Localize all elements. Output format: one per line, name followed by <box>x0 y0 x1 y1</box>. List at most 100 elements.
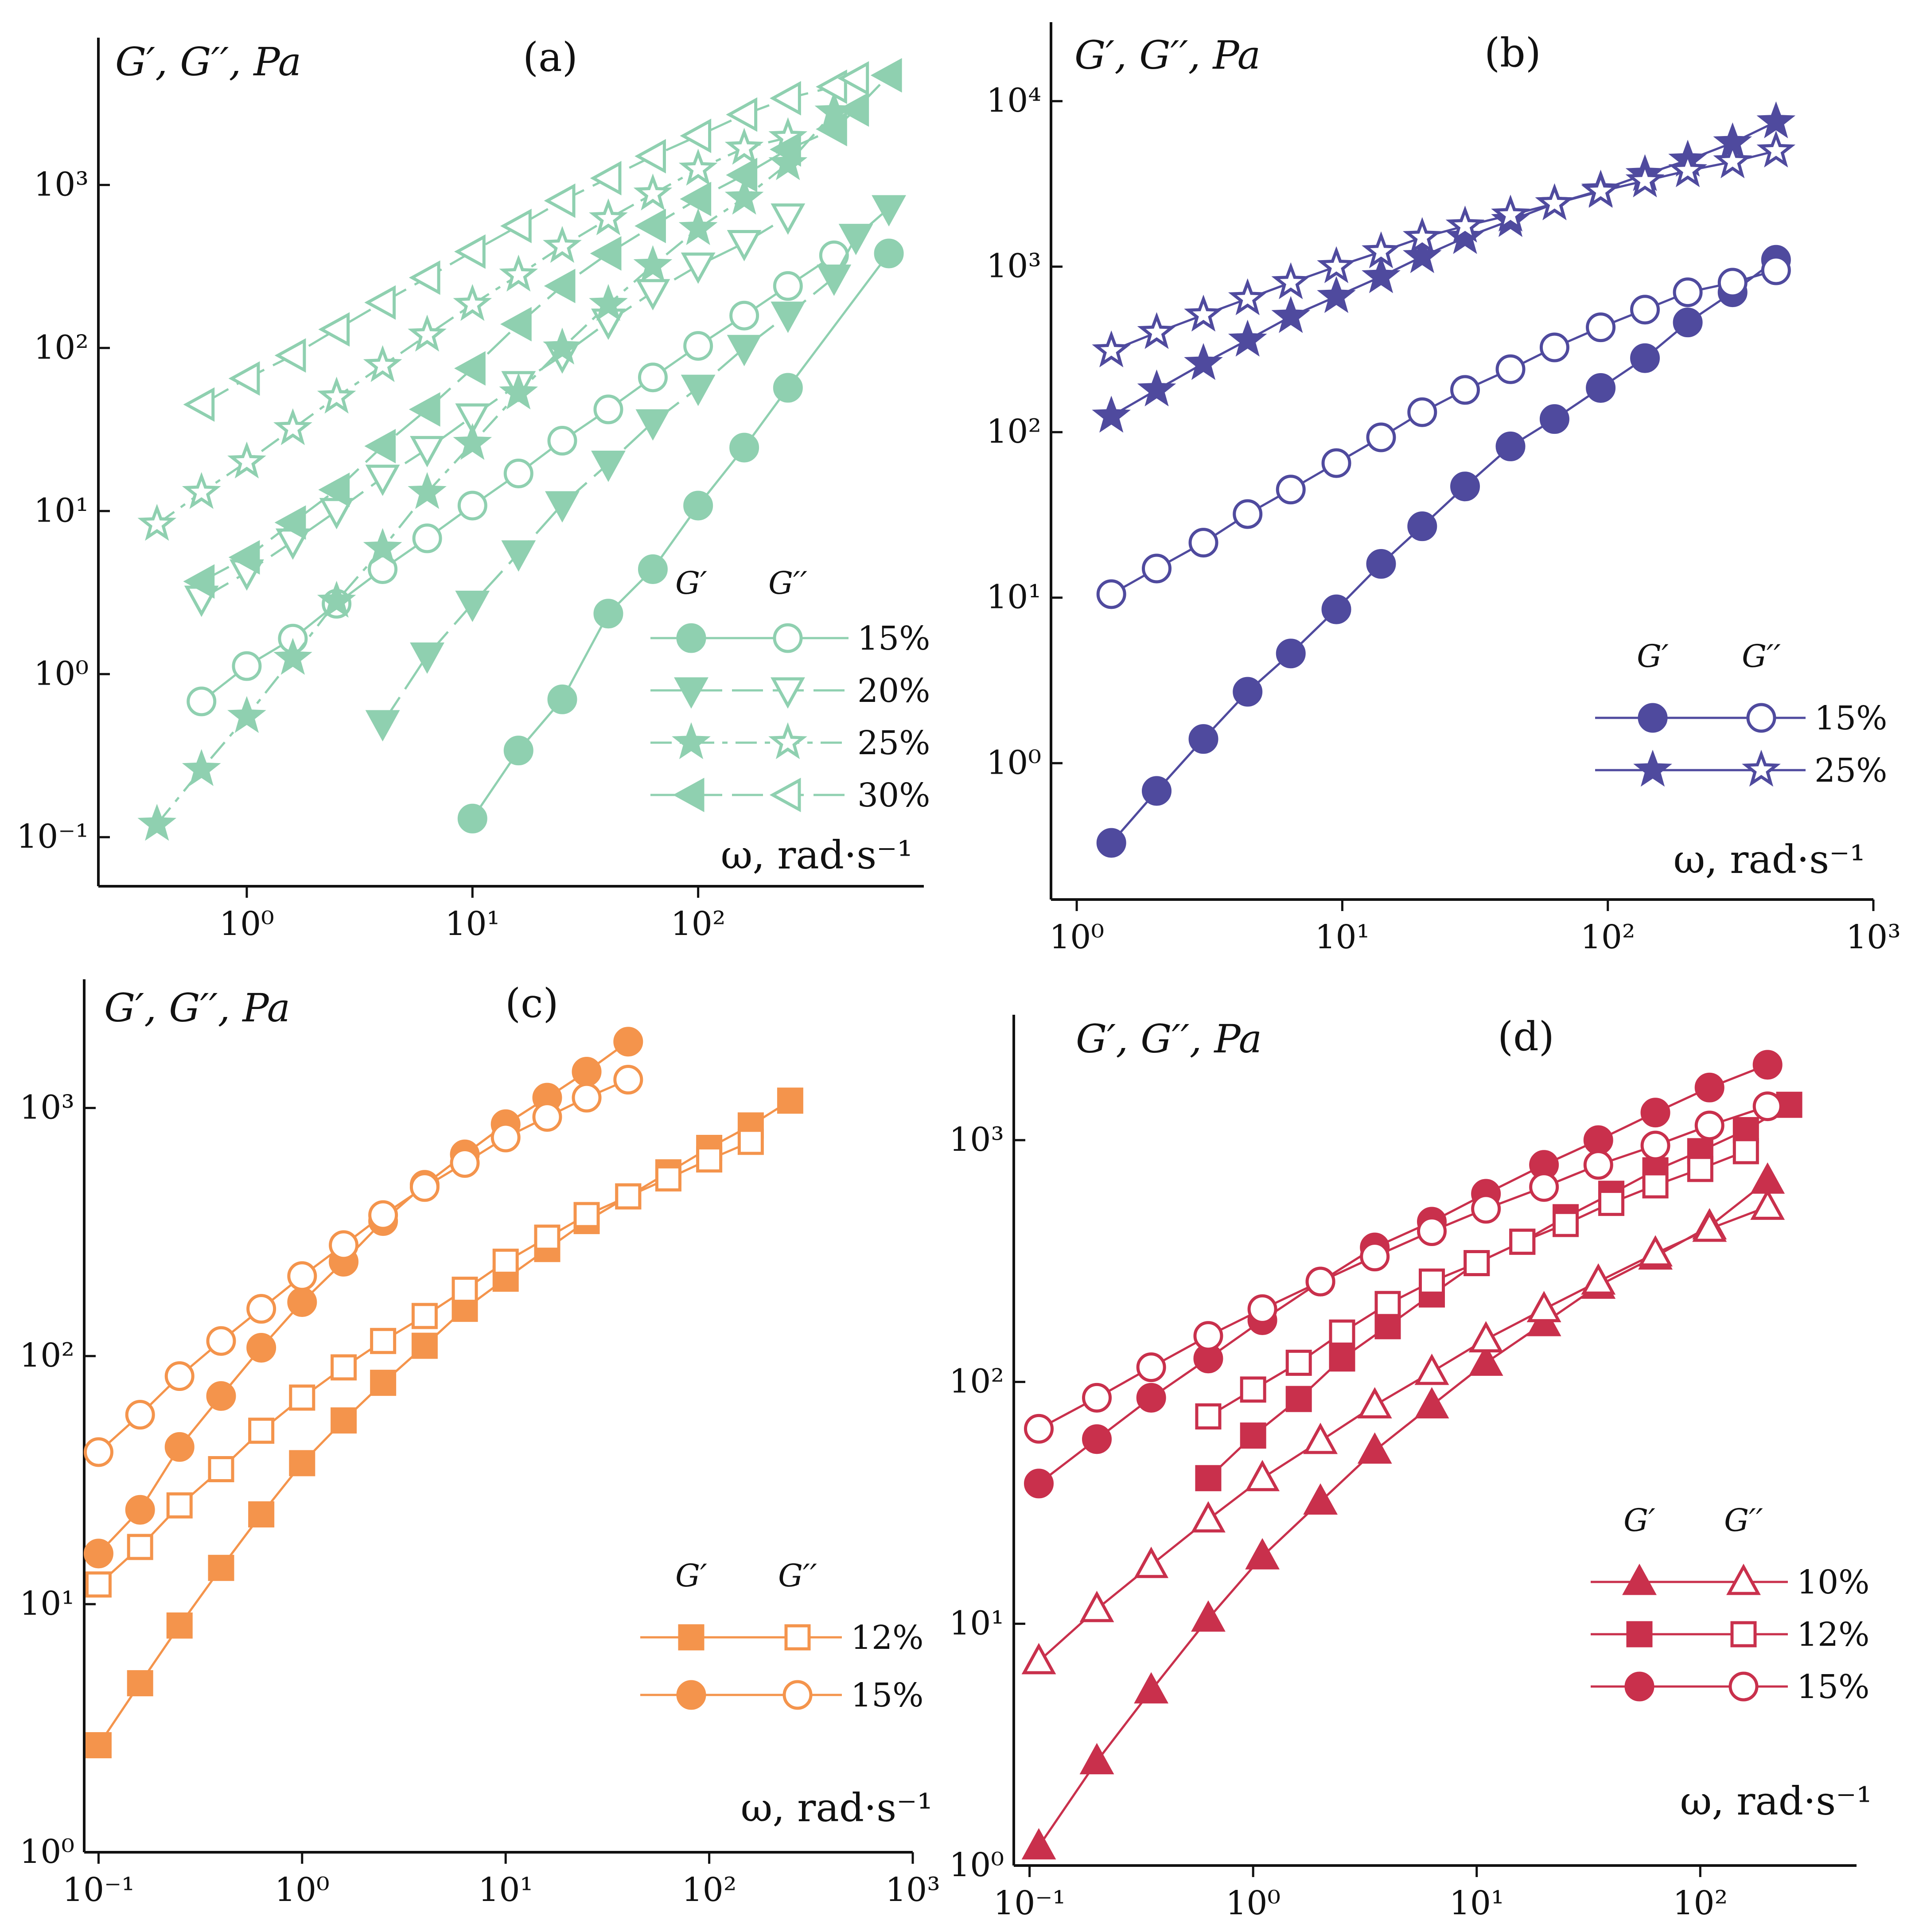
data-point-triangle-open <box>837 61 869 96</box>
legend-row: 15% <box>640 1676 923 1714</box>
data-point-circle-filled <box>1640 1098 1670 1128</box>
legend-header-gprime: G′ <box>1623 1502 1655 1539</box>
legend-label: 15% <box>1814 699 1887 737</box>
data-point-star-filled <box>1756 101 1796 139</box>
y-tick-label: 10² <box>986 413 1041 451</box>
series-5 <box>1024 1050 1783 1499</box>
data-point-star-filled <box>182 749 221 786</box>
series-2 <box>1096 255 1791 609</box>
series-7 <box>183 58 902 599</box>
data-point-square-filled <box>370 1370 397 1396</box>
data-point-triangle-filled <box>1134 1672 1169 1704</box>
y-tick-label: 10¹ <box>986 578 1041 616</box>
data-point-star-filled <box>1317 276 1356 313</box>
series-1 <box>85 1087 803 1758</box>
data-point-triangle-filled <box>726 158 758 192</box>
data-point-square-open <box>166 1492 193 1519</box>
x-tick-label: 10⁰ <box>1226 1884 1281 1922</box>
data-point-circle-open <box>450 1148 480 1178</box>
legend-label: 15% <box>1797 1668 1869 1706</box>
legend-marker-filled <box>676 1680 706 1710</box>
data-point-circle-open <box>287 1261 317 1291</box>
data-point-star-filled <box>363 528 402 565</box>
series-line <box>471 253 890 819</box>
y-tick-label: 10⁻¹ <box>16 818 89 856</box>
x-tick-label: 10³ <box>885 1871 940 1909</box>
legend-marker-filled <box>673 778 705 812</box>
data-point-triangle-open <box>409 260 440 295</box>
data-point-star-filled <box>1228 319 1267 357</box>
data-point-circle-open <box>638 362 668 393</box>
x-tick-label: 10⁰ <box>219 905 274 943</box>
data-point-circle-filled <box>572 1056 602 1087</box>
data-point-circle-filled <box>503 736 533 766</box>
data-point-square-open <box>1374 1291 1401 1317</box>
data-point-triangle-filled <box>183 564 215 599</box>
legend-row: 12% <box>640 1619 923 1657</box>
data-point-square-filled <box>208 1554 234 1581</box>
data-point-star-open <box>408 315 447 352</box>
data-point-triangle-open <box>1079 1590 1114 1622</box>
data-point-square-open <box>411 1303 438 1329</box>
legend-marker-open <box>1742 749 1781 787</box>
data-point-triangle-filled <box>870 58 902 93</box>
x-tick-label: 10¹ <box>445 905 500 943</box>
data-point-square-open <box>1598 1190 1625 1216</box>
data-point-square-filled <box>1374 1313 1401 1340</box>
series-line <box>1038 1206 1768 1662</box>
series-line <box>1110 259 1777 844</box>
x-tick-label: 10¹ <box>478 1871 533 1909</box>
data-point-star-open <box>1271 262 1311 300</box>
y-tick-label: 10⁰ <box>34 654 89 693</box>
legend-row: 15% <box>1591 1668 1869 1706</box>
data-point-square-filled <box>85 1732 112 1758</box>
chart-panel-a: 10⁰ 10¹ 10² 10⁻¹ 10⁰ 10¹ 10² 10³ G′, G′′, Pa (a) ω… <box>16 34 930 943</box>
data-point-star-open <box>1581 171 1620 208</box>
data-point-star-open <box>1713 141 1752 179</box>
data-point-triangle-filled <box>1245 1538 1280 1570</box>
data-point-triangle-open <box>410 436 445 467</box>
data-point-circle-open <box>1305 1266 1335 1297</box>
data-point-square-filled <box>411 1332 438 1359</box>
data-point-triangle-filled <box>1191 1600 1226 1632</box>
data-point-circle-filled <box>83 1539 113 1569</box>
data-point-triangle-filled <box>838 224 873 255</box>
legend-marker-open <box>768 722 807 760</box>
y-tick-label: 10⁰ <box>19 1833 74 1871</box>
data-point-circle-filled <box>164 1432 195 1462</box>
series-line <box>1111 150 1776 352</box>
x-tick-label: 10⁻¹ <box>993 1884 1066 1922</box>
data-point-circle-open <box>1276 475 1306 505</box>
data-point-circle-filled <box>1233 677 1263 707</box>
data-point-triangle-filled <box>770 132 801 167</box>
x-axis-label: ω, rad·s⁻¹ <box>1680 1778 1872 1824</box>
legend-label: 15% <box>857 619 930 658</box>
data-point-star-open <box>678 148 718 186</box>
data-point-circle-filled <box>246 1332 276 1363</box>
series-5 <box>137 91 854 841</box>
chart-panel-b: 10⁰ 10¹ 10² 10³ 10⁰ 10¹ 10² 10³ 10⁴ G′, G′′, Pa (b… <box>986 22 1901 956</box>
data-point-square-open <box>1240 1376 1266 1403</box>
data-point-circle-open <box>1024 1414 1054 1444</box>
data-point-triangle-open <box>455 403 490 435</box>
data-point-triangle-filled <box>1468 1344 1503 1376</box>
data-point-circle-filled <box>729 432 759 463</box>
data-point-square-open <box>1642 1172 1669 1199</box>
data-point-square-open <box>696 1146 723 1173</box>
data-point-circle-open <box>83 1437 113 1467</box>
panel-label: (d) <box>1498 1013 1554 1060</box>
data-point-star-filled <box>543 327 582 365</box>
data-point-circle-filled <box>1630 343 1660 373</box>
data-point-circle-open <box>593 394 623 425</box>
x-tick-label: 10² <box>1673 1884 1728 1922</box>
legend-label: 25% <box>857 724 930 762</box>
data-point-star-open <box>1491 195 1530 232</box>
data-point-triangle-filled <box>1357 1432 1392 1464</box>
data-point-triangle-filled <box>817 265 852 296</box>
data-point-circle-open <box>1096 579 1126 609</box>
data-point-star-filled <box>633 245 673 282</box>
data-point-star-open <box>182 472 221 509</box>
legend: G′ G′′ 15% 20% 25% 30% <box>650 565 930 814</box>
data-point-triangle-filled <box>837 92 869 127</box>
